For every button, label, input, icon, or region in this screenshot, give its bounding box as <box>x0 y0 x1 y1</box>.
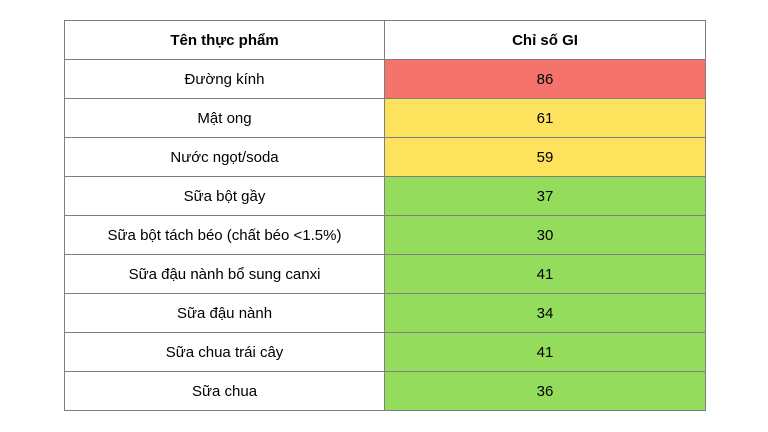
header-gi-index: Chỉ số GI <box>384 20 706 60</box>
food-name-cell: Đường kính <box>64 59 385 99</box>
gi-value-cell: 34 <box>384 293 706 333</box>
gi-value-cell: 59 <box>384 137 706 177</box>
food-name-cell: Mật ong <box>64 98 385 138</box>
table-row: Nước ngọt/soda 59 <box>64 137 706 177</box>
gi-table-container: Tên thực phẩm Chỉ số GI Đường kính 86 Mậ… <box>64 20 706 411</box>
food-name-cell: Sữa đậu nành <box>64 293 385 333</box>
table-row: Sữa chua 36 <box>64 371 706 411</box>
gi-value-cell: 61 <box>384 98 706 138</box>
gi-value-cell: 86 <box>384 59 706 99</box>
table-row: Sữa bột gầy 37 <box>64 176 706 216</box>
table-row: Sữa đậu nành 34 <box>64 293 706 333</box>
table-row: Mật ong 61 <box>64 98 706 138</box>
table-row: Đường kính 86 <box>64 59 706 99</box>
table-header: Tên thực phẩm Chỉ số GI <box>64 20 706 60</box>
header-row: Tên thực phẩm Chỉ số GI <box>64 20 706 60</box>
table-body: Đường kính 86 Mật ong 61 Nước ngọt/soda … <box>64 59 706 411</box>
table-row: Sữa chua trái cây 41 <box>64 332 706 372</box>
table-row: Sữa đậu nành bổ sung canxi 41 <box>64 254 706 294</box>
gi-value-cell: 41 <box>384 254 706 294</box>
gi-value-cell: 41 <box>384 332 706 372</box>
header-food-name: Tên thực phẩm <box>64 20 385 60</box>
food-name-cell: Sữa bột gầy <box>64 176 385 216</box>
food-name-cell: Sữa đậu nành bổ sung canxi <box>64 254 385 294</box>
gi-value-cell: 30 <box>384 215 706 255</box>
food-name-cell: Sữa chua trái cây <box>64 332 385 372</box>
table-row: Sữa bột tách béo (chất béo <1.5%) 30 <box>64 215 706 255</box>
gi-table: Tên thực phẩm Chỉ số GI Đường kính 86 Mậ… <box>64 20 706 411</box>
food-name-cell: Nước ngọt/soda <box>64 137 385 177</box>
food-name-cell: Sữa bột tách béo (chất béo <1.5%) <box>64 215 385 255</box>
gi-value-cell: 36 <box>384 371 706 411</box>
gi-value-cell: 37 <box>384 176 706 216</box>
food-name-cell: Sữa chua <box>64 371 385 411</box>
